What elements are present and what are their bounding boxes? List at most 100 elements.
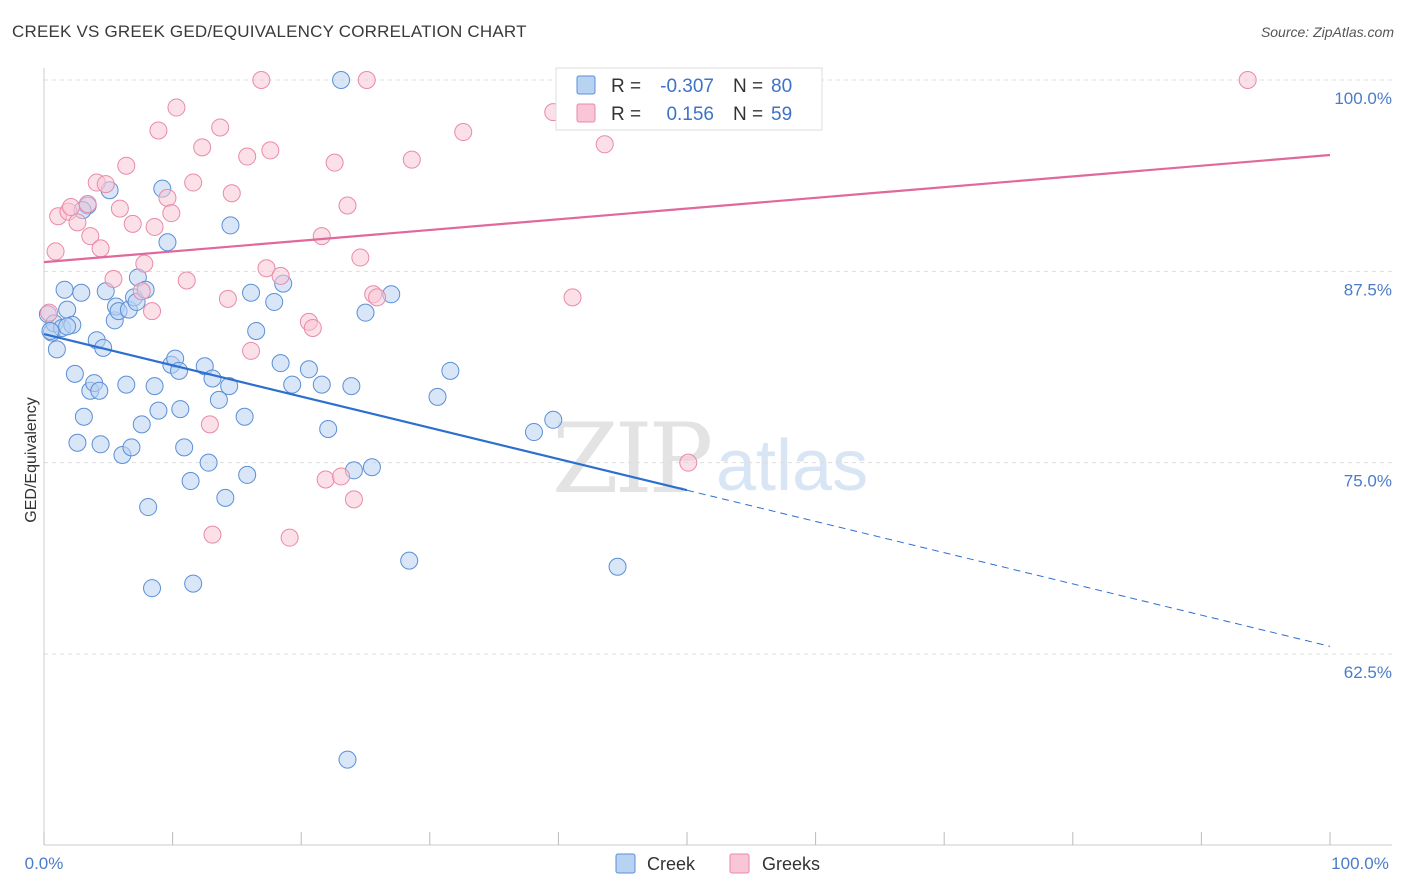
creek-point bbox=[247, 322, 266, 341]
creek-point bbox=[342, 377, 361, 396]
creek-point bbox=[400, 551, 419, 570]
creek-point bbox=[149, 401, 168, 420]
watermark-atlas: atlas bbox=[716, 426, 868, 506]
creek-point bbox=[544, 410, 563, 429]
x-tick-label-0: 0.0% bbox=[25, 854, 64, 873]
creek-point bbox=[143, 579, 162, 598]
y-axis-label: GED/Equivalency bbox=[23, 397, 40, 522]
creek-point bbox=[58, 300, 77, 319]
y-tick-label: 100.0% bbox=[1334, 89, 1392, 108]
creek-point bbox=[91, 435, 110, 454]
creek-point bbox=[608, 557, 627, 576]
greeks-point bbox=[123, 214, 142, 233]
creek-point bbox=[235, 407, 254, 426]
greeks-point bbox=[117, 156, 136, 175]
greeks-point bbox=[563, 288, 582, 307]
greeks-point bbox=[351, 248, 370, 267]
greeks-point bbox=[325, 153, 344, 172]
legend-greeks-r-label: R = bbox=[611, 104, 641, 125]
greeks-point bbox=[81, 227, 100, 246]
greeks-point bbox=[91, 239, 110, 258]
creek-point bbox=[362, 458, 381, 477]
series-legend-label-creek: Creek bbox=[647, 854, 696, 874]
trend-lines bbox=[43, 153, 1331, 647]
greeks-point bbox=[218, 289, 237, 308]
greeks-point bbox=[271, 266, 290, 285]
creek-point bbox=[139, 498, 158, 517]
greeks-trend-line bbox=[43, 153, 1331, 264]
creek-point bbox=[242, 283, 261, 302]
greeks-point bbox=[316, 470, 335, 489]
greeks-point bbox=[167, 98, 186, 117]
greeks-point bbox=[280, 528, 299, 547]
creek-point bbox=[175, 438, 194, 457]
creek-point bbox=[58, 317, 77, 336]
greeks-point bbox=[454, 123, 473, 142]
creek-trend-extension bbox=[686, 489, 1331, 647]
creek-point bbox=[428, 387, 447, 406]
creek-point bbox=[332, 71, 351, 89]
creek-point bbox=[122, 438, 141, 457]
series-legend-label-greeks: Greeks bbox=[762, 854, 820, 874]
creek-point bbox=[55, 280, 74, 299]
creek-point bbox=[283, 375, 302, 394]
creek-point bbox=[299, 360, 318, 379]
legend-creek-n-value: 80 bbox=[771, 76, 792, 97]
creek-point bbox=[158, 233, 177, 252]
greeks-point bbox=[368, 288, 387, 307]
greeks-point bbox=[344, 490, 363, 509]
greeks-point bbox=[238, 147, 257, 166]
greeks-point bbox=[46, 242, 65, 261]
creek-point bbox=[319, 419, 338, 438]
creek-point bbox=[265, 292, 284, 311]
greeks-point bbox=[261, 141, 280, 160]
greeks-point bbox=[132, 282, 151, 301]
creek-point bbox=[338, 750, 357, 769]
creek-point bbox=[74, 407, 93, 426]
chart-source: Source: ZipAtlas.com bbox=[1260, 24, 1394, 40]
y-tick-label: 87.5% bbox=[1344, 280, 1392, 299]
legend-greeks-n-value: 59 bbox=[771, 104, 792, 125]
greeks-point bbox=[242, 341, 261, 360]
creek-point bbox=[209, 390, 228, 409]
creek-point bbox=[238, 465, 257, 484]
legend-creek-n-label: N = bbox=[733, 76, 763, 97]
greeks-point bbox=[312, 227, 331, 246]
correlation-legend: R = -0.307 N = 80 R = 0.156 N = 59 bbox=[555, 67, 823, 131]
x-tick-label-100: 100.0% bbox=[1331, 854, 1389, 873]
creek-point bbox=[356, 303, 375, 322]
greeks-point bbox=[68, 213, 87, 232]
greeks-point bbox=[145, 217, 164, 236]
y-tick-labels: 100.0% 87.5% 75.0% 62.5% bbox=[1334, 89, 1392, 682]
creek-point bbox=[181, 472, 200, 491]
creek-point bbox=[171, 400, 190, 419]
greeks-point bbox=[1238, 71, 1257, 89]
creek-point bbox=[184, 574, 203, 593]
creek-point bbox=[216, 488, 235, 507]
creek-point bbox=[90, 381, 109, 400]
creek-point bbox=[65, 364, 84, 383]
x-ticks bbox=[43, 832, 1331, 845]
greeks-point bbox=[184, 173, 203, 192]
greeks-point bbox=[203, 525, 222, 544]
creek-point bbox=[220, 377, 239, 396]
creek-point bbox=[271, 354, 290, 373]
legend-swatch-greeks bbox=[576, 103, 596, 123]
greeks-point bbox=[78, 194, 97, 213]
greeks-point bbox=[193, 138, 212, 157]
creek-trend-line bbox=[43, 333, 688, 492]
creek-series bbox=[38, 71, 627, 769]
axes bbox=[43, 68, 1392, 846]
greeks-point bbox=[222, 184, 241, 203]
greeks-point bbox=[96, 175, 115, 194]
legend-creek-r-label: R = bbox=[611, 76, 641, 97]
greeks-point bbox=[303, 318, 322, 337]
legend-creek-r-value: -0.307 bbox=[660, 76, 714, 97]
greeks-series bbox=[40, 71, 1257, 547]
creek-point bbox=[68, 433, 87, 452]
creek-point bbox=[524, 423, 543, 442]
greeks-point bbox=[257, 259, 276, 278]
greeks-point bbox=[177, 271, 196, 290]
legend-swatch-creek bbox=[576, 75, 596, 95]
